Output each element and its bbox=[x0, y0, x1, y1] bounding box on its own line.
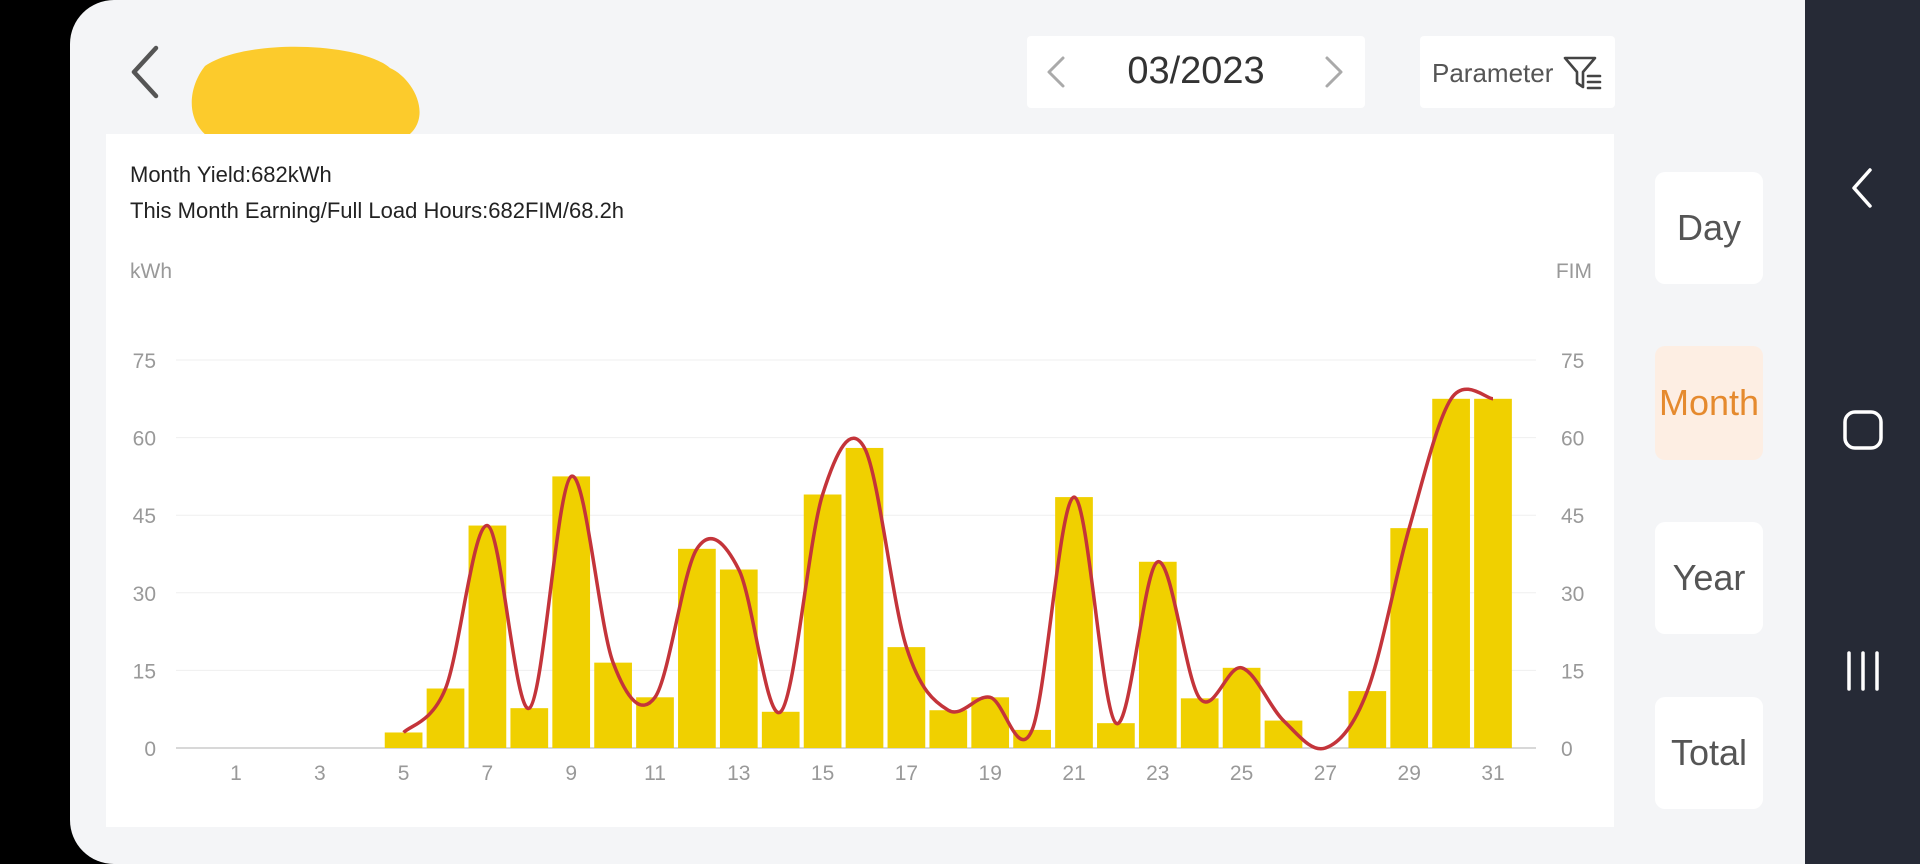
chart-card: Month Yield:682kWh This Month Earning/Fu… bbox=[106, 134, 1614, 827]
x-tick-label: 15 bbox=[811, 762, 834, 785]
bar-day-17 bbox=[887, 647, 926, 748]
tab-day[interactable]: Day bbox=[1655, 172, 1763, 284]
next-month-button[interactable] bbox=[1313, 52, 1353, 92]
right-y-tick-label: 60 bbox=[1561, 428, 1584, 451]
bar-day-12 bbox=[678, 548, 716, 748]
chevron-right-icon bbox=[1325, 56, 1343, 88]
right-y-tick-label: 75 bbox=[1561, 350, 1584, 373]
bar-day-30 bbox=[1432, 398, 1470, 748]
previous-month-button[interactable] bbox=[1037, 52, 1077, 92]
x-tick-label: 31 bbox=[1481, 762, 1504, 785]
recents-icon bbox=[1846, 651, 1879, 691]
home-icon bbox=[1842, 410, 1883, 450]
system-home-button[interactable] bbox=[1805, 400, 1920, 460]
right-y-tick-label: 45 bbox=[1561, 505, 1584, 528]
x-tick-label: 29 bbox=[1398, 762, 1421, 785]
right-y-tick-label: 30 bbox=[1561, 583, 1584, 606]
x-tick-label: 11 bbox=[644, 762, 666, 785]
back-icon bbox=[1851, 168, 1872, 208]
x-tick-label: 5 bbox=[398, 762, 410, 785]
bar-day-6 bbox=[426, 688, 465, 748]
parameter-label: Parameter bbox=[1432, 58, 1554, 88]
filter-list-icon bbox=[1562, 54, 1604, 92]
left-y-tick-label: 0 bbox=[144, 738, 156, 761]
left-y-tick-label: 45 bbox=[133, 505, 156, 528]
tab-month[interactable]: Month bbox=[1655, 346, 1763, 460]
bar-day-18 bbox=[929, 710, 968, 748]
bar-day-24 bbox=[1180, 698, 1219, 748]
x-tick-label: 7 bbox=[482, 762, 494, 785]
redacted-plant-name bbox=[185, 38, 425, 148]
bar-day-5 bbox=[384, 732, 423, 748]
chevron-left-icon bbox=[131, 45, 159, 99]
current-month-label[interactable]: 03/2023 bbox=[1127, 50, 1265, 92]
left-y-tick-label: 60 bbox=[133, 428, 156, 451]
x-tick-label: 13 bbox=[727, 762, 750, 785]
system-recents-button[interactable] bbox=[1805, 641, 1920, 701]
left-axis-unit: kWh bbox=[130, 260, 172, 283]
tab-total[interactable]: Total bbox=[1655, 697, 1763, 809]
left-y-tick-label: 15 bbox=[133, 660, 156, 683]
left-y-tick-label: 30 bbox=[133, 583, 156, 606]
chevron-left-icon bbox=[1047, 56, 1065, 88]
earning-hours-text: This Month Earning/Full Load Hours:682FI… bbox=[130, 198, 625, 223]
bar-day-29 bbox=[1390, 528, 1429, 748]
bar-day-15 bbox=[803, 494, 842, 748]
back-button[interactable] bbox=[126, 40, 166, 104]
bar-day-20 bbox=[1013, 729, 1051, 748]
bar-day-14 bbox=[761, 711, 800, 748]
x-tick-label: 19 bbox=[979, 762, 1002, 785]
tab-year[interactable]: Year bbox=[1655, 522, 1763, 634]
left-y-tick-label: 75 bbox=[133, 350, 156, 373]
bar-day-10 bbox=[594, 662, 632, 748]
x-tick-label: 3 bbox=[314, 762, 326, 785]
x-tick-label: 25 bbox=[1230, 762, 1253, 785]
right-y-tick-label: 0 bbox=[1561, 738, 1573, 761]
system-navigation-bar bbox=[1805, 0, 1920, 864]
bar-day-13 bbox=[719, 569, 758, 748]
right-axis-unit: FIM bbox=[1555, 260, 1592, 283]
parameter-button[interactable]: Parameter bbox=[1420, 36, 1615, 108]
x-tick-label: 17 bbox=[895, 762, 918, 785]
date-selector: 03/2023 bbox=[1027, 36, 1365, 108]
bar-day-8 bbox=[510, 708, 549, 748]
x-tick-label: 21 bbox=[1062, 762, 1085, 785]
bar-day-31 bbox=[1474, 398, 1512, 748]
x-tick-label: 9 bbox=[565, 762, 577, 785]
earning-line-series bbox=[402, 387, 1494, 751]
bar-day-22 bbox=[1097, 723, 1135, 748]
month-yield-text: Month Yield:682kWh bbox=[130, 162, 332, 187]
x-tick-label: 1 bbox=[230, 762, 242, 785]
system-back-button[interactable] bbox=[1805, 158, 1920, 218]
right-y-tick-label: 15 bbox=[1561, 660, 1584, 683]
app-screen: 03/2023 Parameter Month Yield:682kWh Thi… bbox=[70, 0, 1805, 864]
bar-day-19 bbox=[971, 697, 1010, 748]
x-tick-label: 23 bbox=[1146, 762, 1169, 785]
x-tick-label: 27 bbox=[1314, 762, 1337, 785]
